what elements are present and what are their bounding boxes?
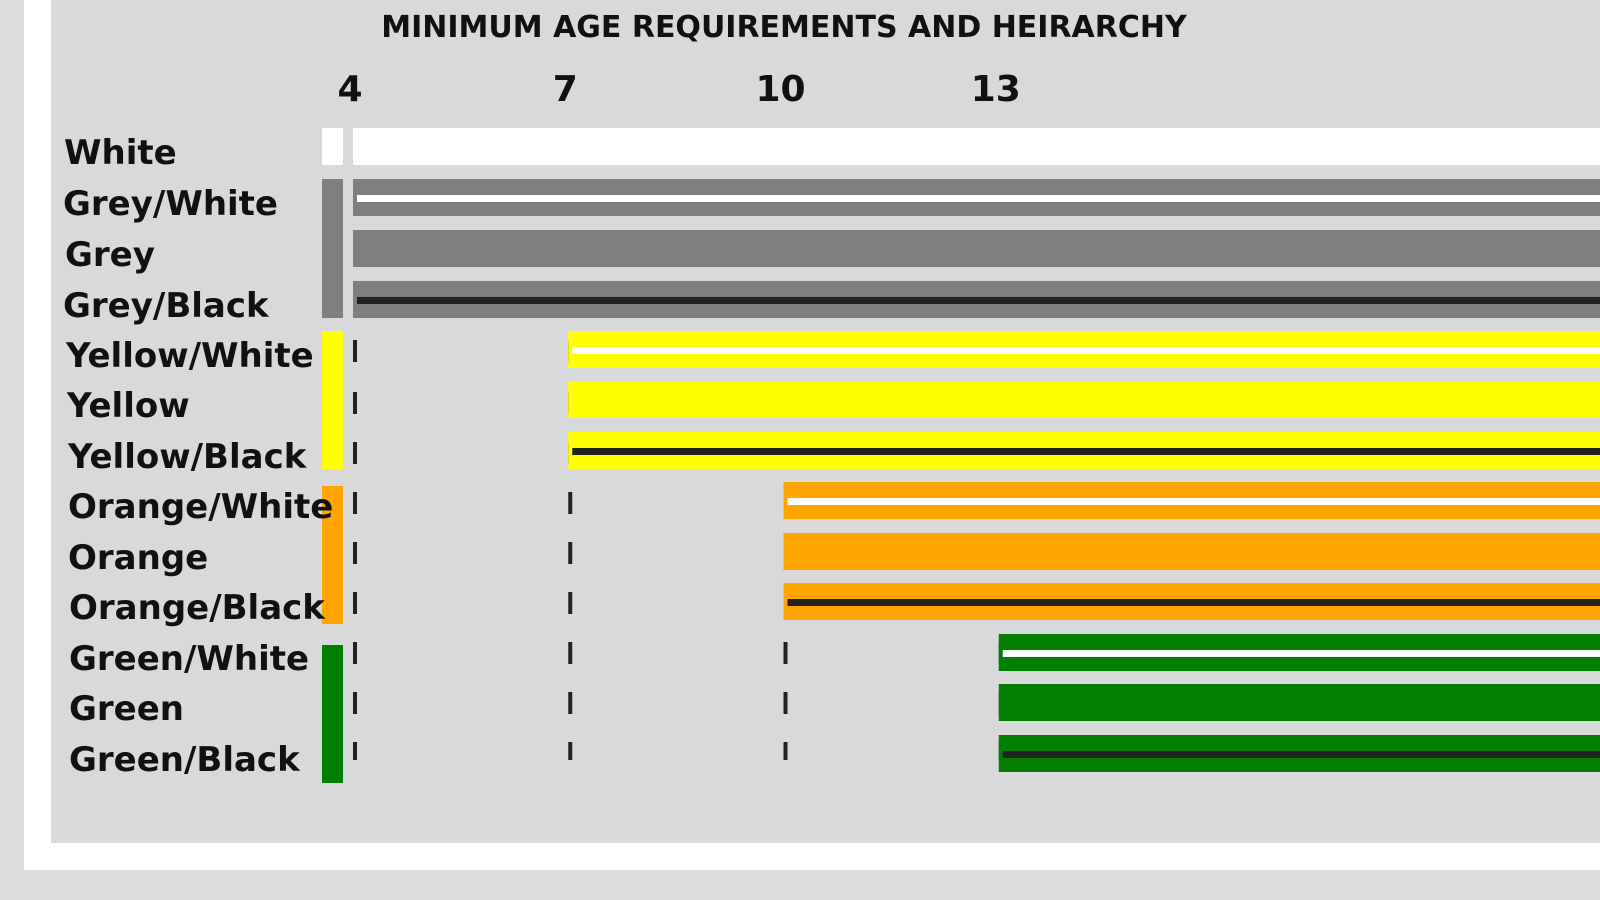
- row-label: Green/White: [69, 639, 309, 679]
- frame-left-border: [24, 0, 51, 870]
- row-label: Yellow/White: [65, 336, 314, 376]
- x-tick-label: 7: [553, 69, 578, 110]
- row-label: White: [64, 133, 177, 173]
- row-label: Yellow: [66, 386, 190, 426]
- row-label: Green/Black: [69, 740, 301, 780]
- bar-stripe-yellow-black: [572, 448, 1600, 455]
- group-key-white: [322, 128, 343, 165]
- group-key-orange: [322, 486, 343, 624]
- row-label: Orange/Black: [69, 588, 326, 628]
- bar-orange: [783, 533, 1600, 570]
- bar-group: [353, 128, 1600, 772]
- row-label: Green: [69, 689, 184, 729]
- row-label: Grey: [65, 235, 155, 275]
- tick-label-group: 4 7 10 13: [337, 69, 1020, 110]
- row-label-group: White Grey/White Grey Grey/Black Yellow/Whit…: [63, 133, 333, 780]
- row-label: Grey/White: [63, 184, 278, 224]
- bar-stripe-grey-black: [357, 297, 1600, 304]
- x-tick-label: 10: [755, 69, 805, 110]
- x-tick-label: 4: [337, 69, 362, 110]
- group-key-green: [322, 645, 343, 783]
- chart-title: MINIMUM AGE REQUIREMENTS AND HEIRARCHY: [381, 10, 1188, 45]
- row-label: Orange/White: [68, 487, 333, 527]
- group-key-grey: [322, 179, 343, 318]
- frame-bottom-border: [24, 843, 1600, 870]
- row-label: Grey/Black: [63, 286, 270, 326]
- bar-yellow: [568, 381, 1600, 418]
- bar-stripe-orange-white: [787, 498, 1600, 505]
- bar-green: [998, 684, 1600, 721]
- bar-stripe-orange-black: [787, 599, 1600, 606]
- bar-white: [353, 128, 1600, 165]
- group-key-yellow: [322, 331, 343, 469]
- bar-grey: [353, 230, 1600, 267]
- row-label: Orange: [68, 538, 208, 578]
- row-label: Yellow/Black: [67, 437, 308, 477]
- bar-stripe-yellow-white: [572, 347, 1600, 354]
- x-tick-label: 13: [971, 69, 1021, 110]
- bar-stripe-grey-white: [357, 195, 1600, 202]
- bar-stripe-green-black: [1002, 751, 1600, 758]
- group-color-key: [322, 128, 343, 783]
- bar-stripe-green-white: [1002, 650, 1600, 657]
